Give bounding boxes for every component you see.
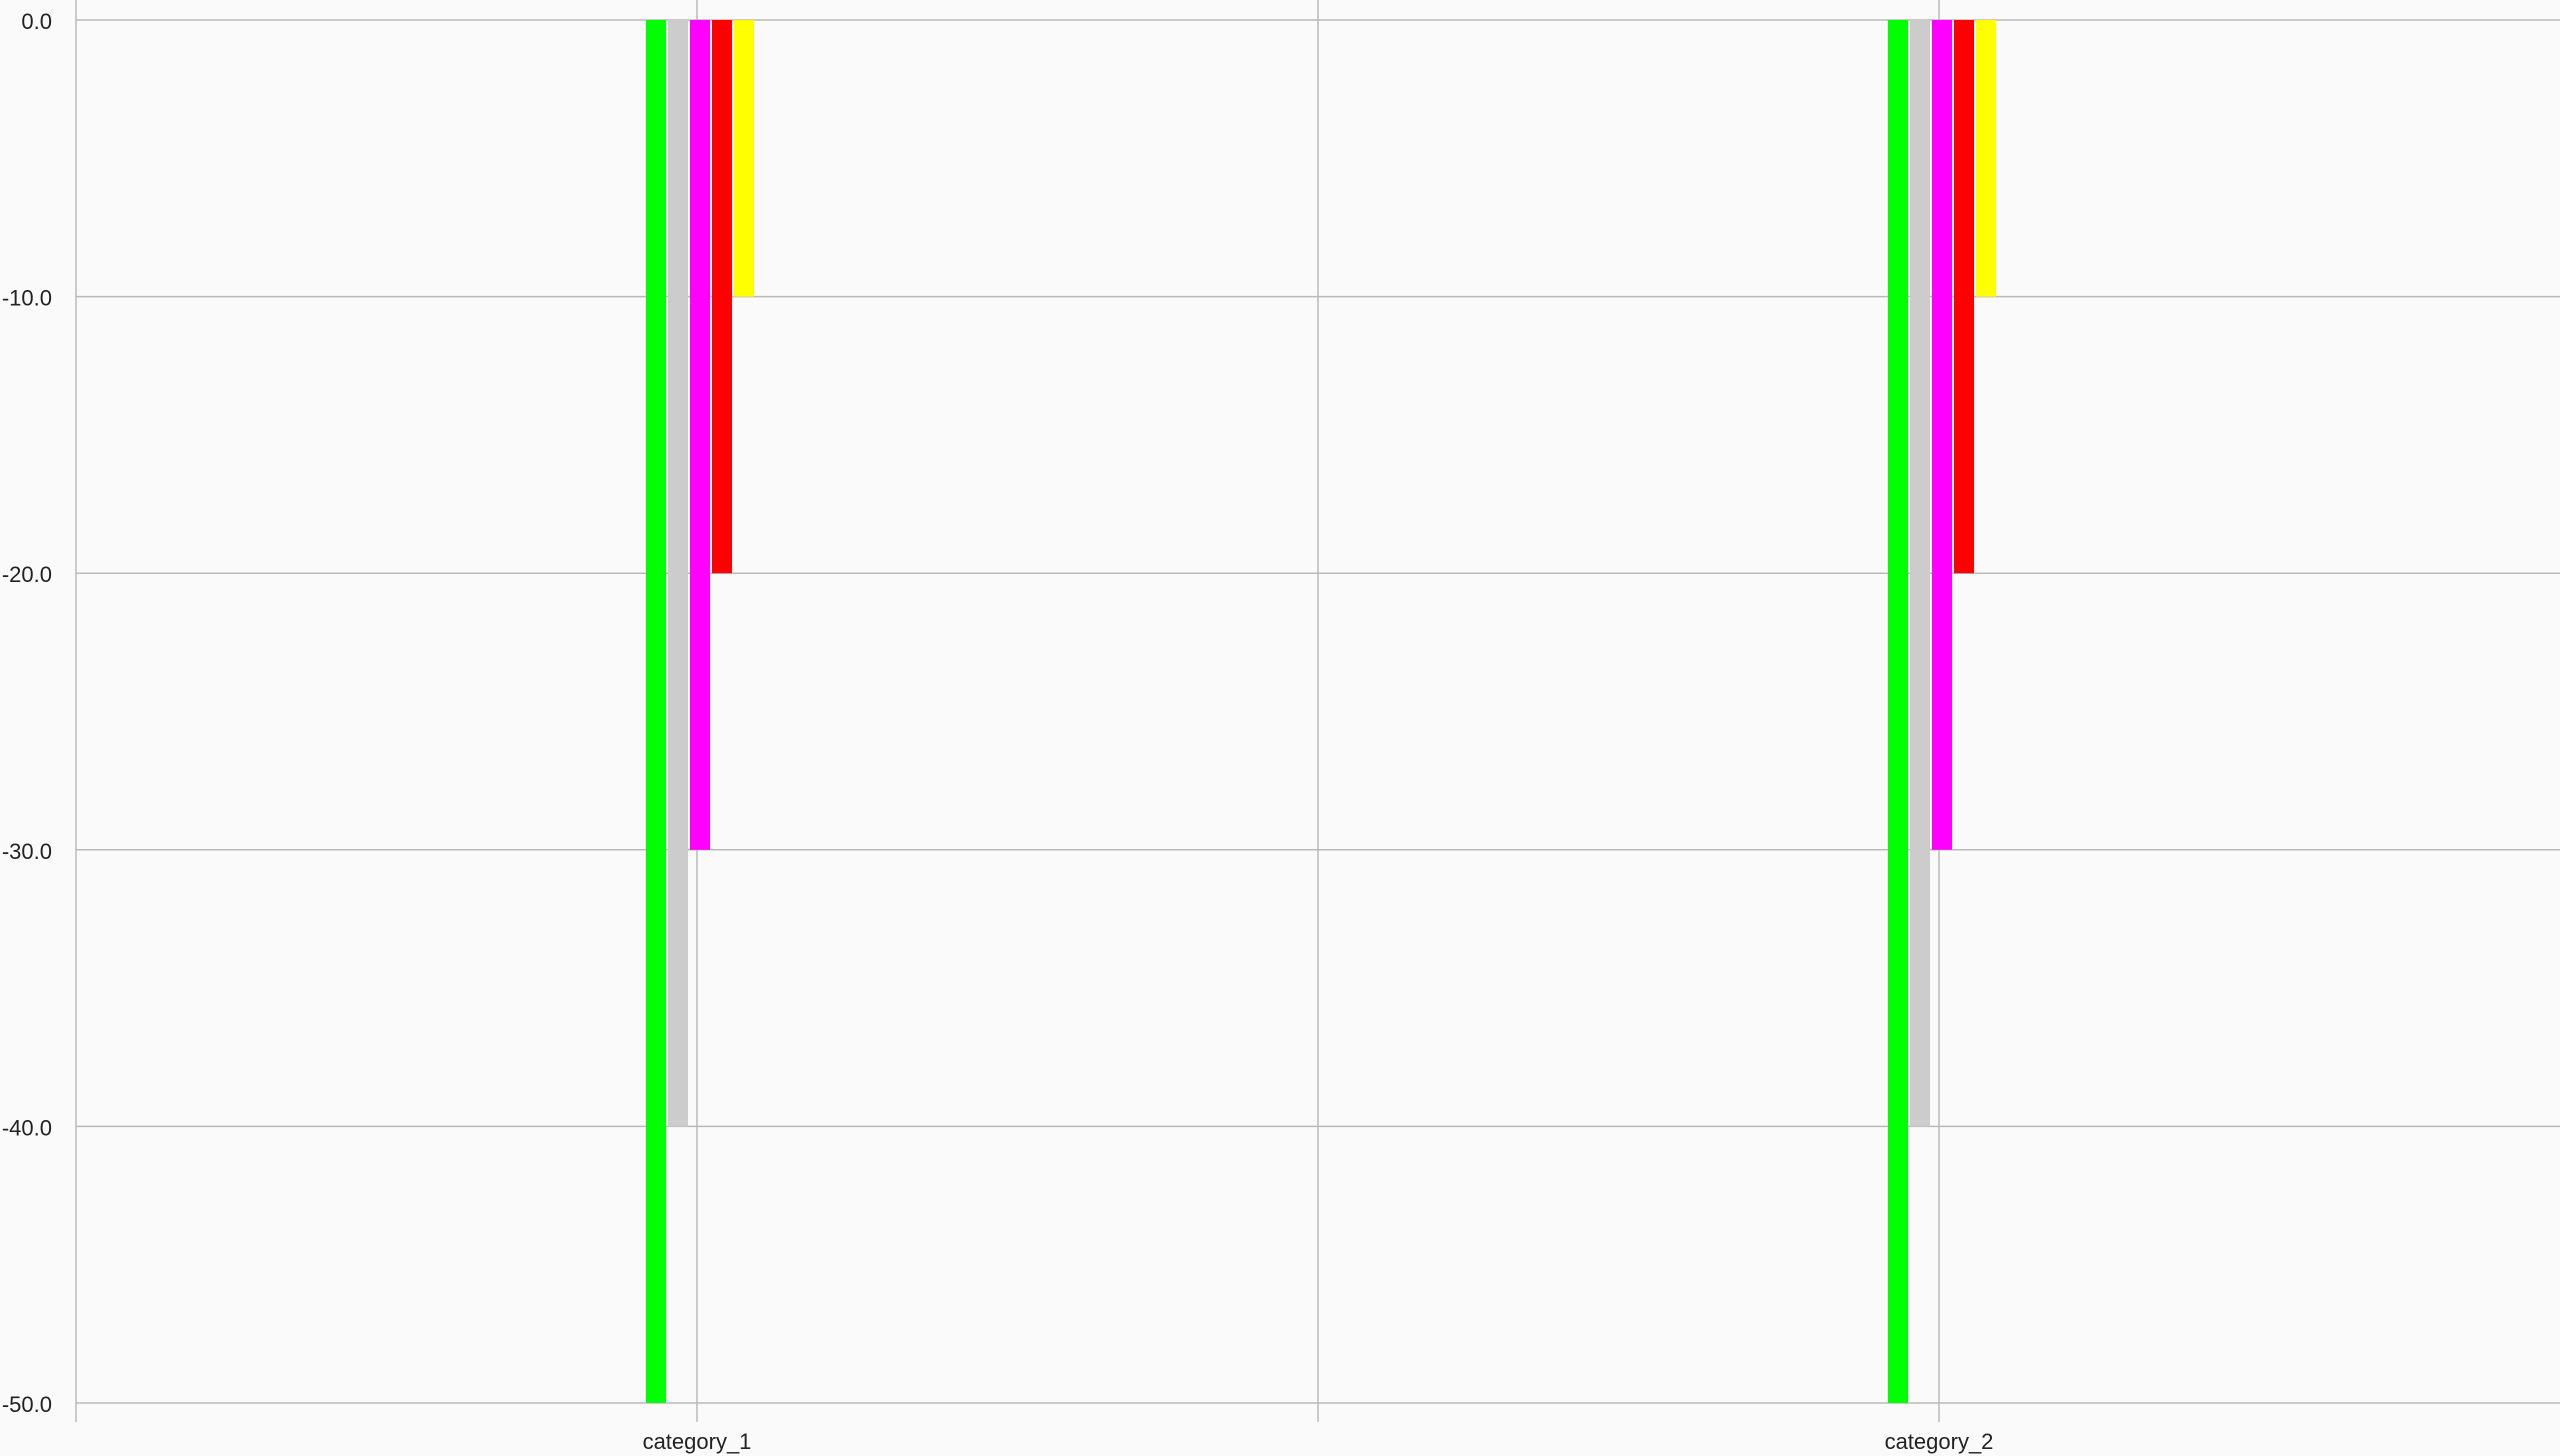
y-tick-label: -20.0 [2, 562, 52, 587]
bar-category_1-series-2 [668, 20, 688, 1127]
bars-layer [646, 20, 1996, 1403]
y-tick-label: -40.0 [2, 1115, 52, 1140]
y-tick-label: -50.0 [2, 1392, 52, 1417]
bar-category_1-series-1 [646, 20, 666, 1403]
grid-layer [75, 0, 2560, 1422]
bar-category_2-series-1 [1888, 20, 1908, 1403]
bar-category_1-series-5 [734, 20, 754, 297]
y-tick-label: -10.0 [2, 286, 52, 311]
bar-category_1-series-4 [712, 20, 732, 574]
x-tick-label: category_2 [1885, 1429, 1994, 1454]
y-tick-label: 0.0 [21, 9, 52, 34]
bar-category_2-series-3 [1932, 20, 1952, 850]
bar-category_2-series-5 [1976, 20, 1996, 297]
bar-category_1-series-3 [690, 20, 710, 850]
axis-layer: 0.0 -10.0 -20.0 -30.0 -40.0 -50.0 category_1 ca… [2, 9, 1994, 1454]
bar-category_2-series-4 [1954, 20, 1974, 574]
y-tick-label: -30.0 [2, 839, 52, 864]
bar-category_2-series-2 [1910, 20, 1930, 1127]
x-tick-label: category_1 [643, 1429, 752, 1454]
